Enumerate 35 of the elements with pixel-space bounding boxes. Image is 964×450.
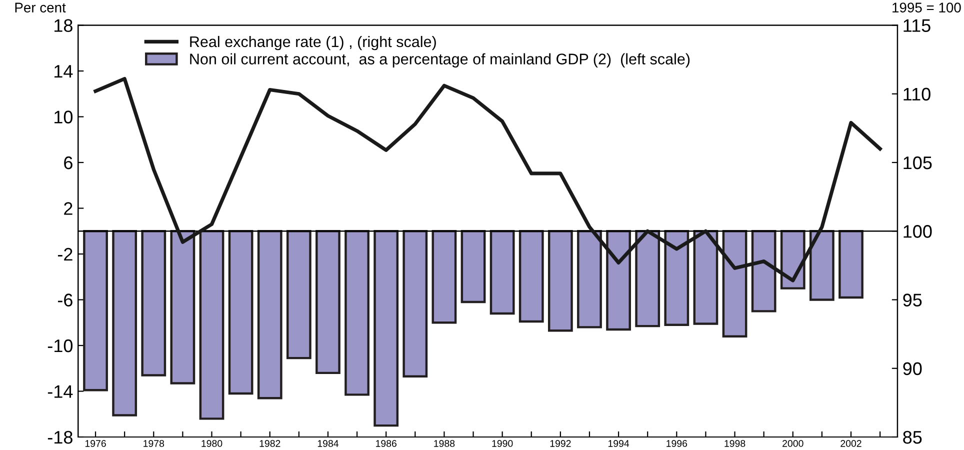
y-tick-label: -10 <box>48 339 73 352</box>
legend-label: Non oil current account, as a percentage of mainland GDP (2) (left scale) <box>190 53 690 68</box>
y-tick-label: 10 <box>54 110 73 124</box>
x-tick-label: 2002 <box>840 440 862 447</box>
y-tick-label: 6 <box>64 156 72 170</box>
y-tick-label: 14 <box>54 65 73 78</box>
x-tick-label: 1994 <box>608 440 630 447</box>
x-tick-label: 1980 <box>202 440 222 447</box>
y-tick-label: 18 <box>54 19 72 32</box>
x-tick-label: 1990 <box>492 440 513 447</box>
y2-tick-label: 95 <box>903 294 922 306</box>
x-tick-label: 1998 <box>724 440 746 447</box>
x-tick-label: 1976 <box>85 440 106 447</box>
legend-label: Real exchange rate (1) , (right scale) <box>190 36 436 50</box>
y-tick-label: -14 <box>48 385 73 398</box>
x-tick-label: 1986 <box>376 440 396 447</box>
y2-tick-label: 100 <box>904 225 932 238</box>
y2-axis-title: 1995 = 100 <box>892 2 961 13</box>
x-tick-label: 1978 <box>144 440 164 447</box>
x-tick-label: 1988 <box>434 440 455 447</box>
y2-tick-label: 85 <box>903 430 922 444</box>
x-tick-label: 2000 <box>782 440 804 447</box>
x-tick-label: 1992 <box>550 440 571 447</box>
x-tick-label: 1984 <box>318 440 339 447</box>
y2-tick-label: 90 <box>903 362 922 376</box>
y-tick-label: 2 <box>64 202 72 215</box>
x-tick-label: 1982 <box>260 440 280 447</box>
y2-tick-label: 105 <box>904 156 932 170</box>
x-tick-label: 1996 <box>666 440 688 447</box>
y2-tick-label: 115 <box>904 19 930 32</box>
y-tick-label: -2 <box>58 248 72 261</box>
y2-tick-label: 110 <box>904 88 930 101</box>
y-tick-label: -18 <box>48 430 72 444</box>
y-tick-label: -6 <box>58 294 72 306</box>
y-axis-title: Per cent <box>15 2 66 13</box>
